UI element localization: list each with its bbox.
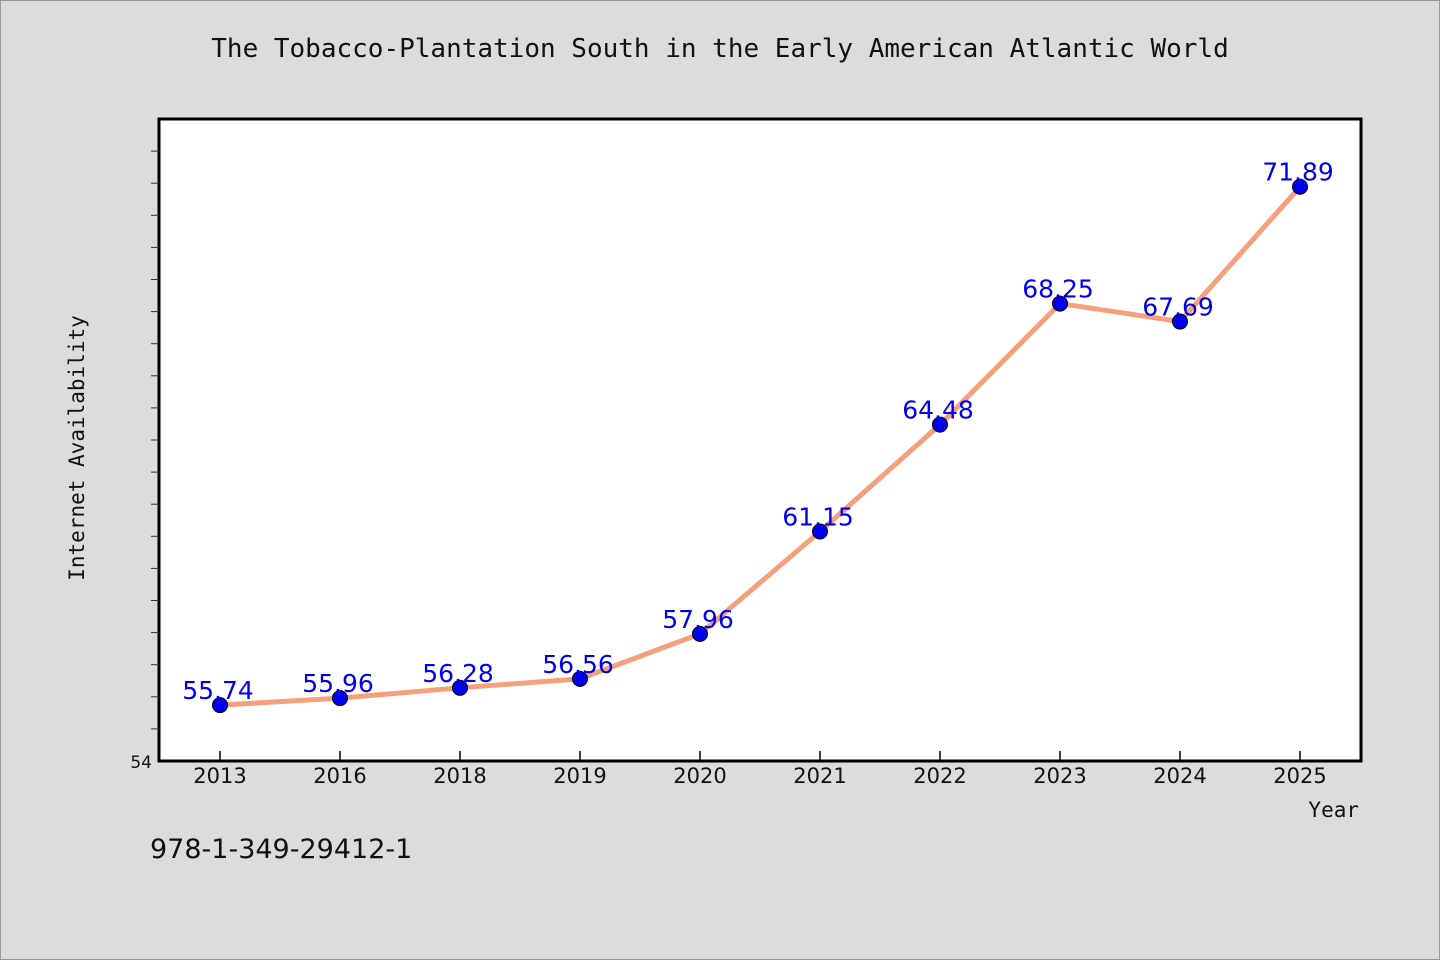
data-point: [1292, 178, 1308, 195]
series-line: [217, 184, 1303, 708]
data-point: [692, 625, 708, 642]
data-point: [212, 697, 228, 714]
x-tick-label: 2025: [1273, 764, 1326, 788]
data-label: 57.96: [662, 605, 734, 634]
isbn-label: 978-1-349-29412-1: [150, 834, 413, 865]
x-tick-label: 2022: [913, 764, 966, 788]
x-tick-label: 2024: [1153, 764, 1206, 788]
data-point: [932, 416, 948, 433]
data-markers: [212, 178, 1308, 714]
data-label: 56.56: [542, 650, 614, 679]
data-point: [1052, 295, 1068, 312]
plot-area: [157, 117, 1363, 763]
data-label: 61.15: [782, 502, 854, 531]
x-tick-label: 2018: [433, 764, 486, 788]
data-label: 56.28: [422, 659, 494, 688]
x-axis-ticks: 2013 2016 2018 2019 2020 2021 2022 2023 2024 2025: [193, 751, 1327, 788]
data-label: 67.69: [1142, 293, 1214, 322]
data-label: 55.96: [302, 669, 374, 698]
data-label: 55.74: [182, 676, 254, 705]
y-axis-min-label: 54: [130, 753, 152, 773]
data-label: 68.25: [1022, 275, 1094, 304]
x-tick-label: 2020: [673, 764, 726, 788]
x-tick-label: 2021: [793, 764, 846, 788]
data-label: 64.48: [902, 396, 974, 425]
data-point: [572, 670, 588, 687]
x-tick-label: 2019: [553, 764, 606, 788]
data-point: [452, 679, 468, 696]
data-point: [332, 690, 348, 707]
x-tick-label: 2016: [313, 764, 366, 788]
chart-title: The Tobacco-Plantation South in the Earl…: [211, 34, 1229, 64]
data-point: [1172, 313, 1188, 330]
data-label: 71.89: [1262, 158, 1334, 187]
data-labels: 55.74 55.96 56.28 56.56 57.96 61.15 64.48 68.25…: [182, 158, 1334, 705]
y-axis-title: Internet Availability: [65, 315, 89, 581]
x-tick-label: 2023: [1033, 764, 1086, 788]
x-axis-title: Year: [1308, 798, 1359, 822]
y-axis-ticks: [151, 150, 159, 730]
series-line-group: [217, 184, 1303, 708]
x-tick-label: 2013: [193, 764, 246, 788]
data-point: [812, 523, 828, 540]
